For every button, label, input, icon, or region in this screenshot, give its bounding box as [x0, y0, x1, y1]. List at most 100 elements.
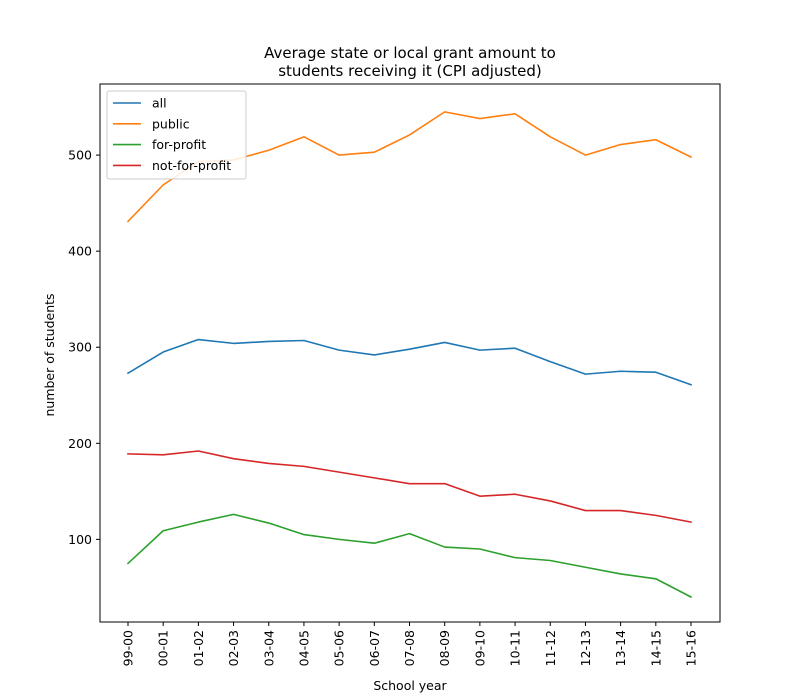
x-tick-label-07-08: 07-08	[402, 630, 417, 666]
data-point-all-06-07	[374, 354, 376, 356]
legend-label-for-profit: for-profit	[152, 137, 206, 152]
data-point-all-03-04	[268, 341, 270, 343]
data-point-for-profit-04-05	[303, 534, 305, 536]
data-point-public-15-16	[690, 156, 692, 158]
data-point-for-profit-13-14	[620, 573, 622, 575]
plot-area: 100 200 300 400 500 99-00 00-01 01-02 02-03 03-04…	[68, 83, 721, 666]
data-point-all-09-10	[479, 349, 481, 351]
data-point-for-profit-06-07	[374, 542, 376, 544]
data-point-all-08-09	[444, 342, 446, 344]
data-point-for-profit-15-16	[690, 596, 692, 598]
data-point-for-profit-09-10	[479, 548, 481, 550]
data-point-for-profit-14-15	[655, 578, 657, 580]
legend-box	[106, 90, 247, 180]
data-point-not-for-profit-08-09	[444, 483, 446, 485]
data-point-public-13-14	[620, 144, 622, 146]
data-point-all-11-12	[549, 361, 551, 363]
series-line-not-for-profit	[127, 450, 692, 524]
data-point-not-for-profit-11-12	[549, 500, 551, 502]
data-point-not-for-profit-12-13	[585, 510, 587, 512]
x-tick-label-00-01: 00-01	[156, 630, 171, 666]
data-point-all-07-08	[409, 348, 411, 350]
x-tick-label-03-04: 03-04	[261, 630, 276, 666]
data-point-for-profit-00-01	[162, 530, 164, 532]
data-point-for-profit-08-09	[444, 546, 446, 548]
data-point-all-02-03	[233, 343, 235, 345]
x-tick-label-05-06: 05-06	[332, 630, 347, 666]
series-line-for-profit	[126, 513, 693, 599]
data-point-public-09-10	[479, 118, 481, 120]
chart-title-line-1: Average state or local grant amount to	[264, 44, 556, 62]
y-tick-label-400: 400	[68, 244, 92, 259]
x-tick-label-13-14: 13-14	[613, 630, 628, 666]
y-tick-label-500: 500	[68, 148, 92, 163]
data-point-not-for-profit-05-06	[338, 471, 340, 473]
legend-label-not-for-profit: not-for-profit	[152, 158, 231, 173]
legend: all public for-profit not-for-profit	[106, 90, 247, 180]
data-point-public-12-13	[585, 154, 587, 156]
data-point-all-99-00	[127, 372, 129, 374]
y-tick-label-300: 300	[68, 340, 92, 355]
data-point-all-10-11	[514, 347, 516, 349]
data-point-public-11-12	[549, 136, 551, 138]
data-point-public-05-06	[338, 154, 340, 156]
data-point-not-for-profit-00-01	[162, 454, 164, 456]
data-point-not-for-profit-07-08	[409, 483, 411, 485]
data-point-for-profit-12-13	[585, 566, 587, 568]
x-tick-label-02-03: 02-03	[226, 630, 241, 666]
data-point-public-07-08	[409, 134, 411, 136]
data-point-public-04-05	[303, 136, 305, 138]
y-tick-label-100: 100	[68, 532, 92, 547]
data-point-not-for-profit-03-04	[268, 463, 270, 465]
data-point-for-profit-05-06	[338, 539, 340, 541]
data-point-all-04-05	[303, 340, 305, 342]
data-point-for-profit-02-03	[233, 514, 235, 516]
data-point-public-99-00	[127, 221, 129, 223]
data-point-public-03-04	[268, 149, 270, 151]
x-tick-label-08-09: 08-09	[437, 630, 452, 666]
data-point-for-profit-10-11	[514, 557, 516, 559]
data-point-for-profit-11-12	[549, 560, 551, 562]
data-point-for-profit-03-04	[268, 522, 270, 524]
y-axis-label: number of students	[42, 293, 57, 416]
data-point-not-for-profit-15-16	[690, 521, 692, 523]
data-point-all-12-13	[585, 373, 587, 375]
data-point-not-for-profit-04-05	[303, 466, 305, 468]
data-point-not-for-profit-09-10	[479, 495, 481, 497]
x-tick-label-14-15: 14-15	[648, 630, 663, 666]
data-point-not-for-profit-10-11	[514, 493, 516, 495]
data-point-all-14-15	[655, 371, 657, 373]
data-point-not-for-profit-06-07	[374, 477, 376, 479]
x-tick-label-04-05: 04-05	[296, 630, 311, 666]
x-tick-label-15-16: 15-16	[684, 630, 699, 666]
data-point-all-00-01	[162, 351, 164, 353]
x-tick-label-12-13: 12-13	[578, 630, 593, 666]
data-point-all-15-16	[690, 384, 692, 386]
x-axis-label: School year	[373, 678, 447, 693]
data-point-public-08-09	[444, 111, 446, 113]
data-point-not-for-profit-01-02	[198, 450, 200, 452]
chart-title-line-2: students receiving it (CPI adjusted)	[278, 62, 542, 80]
data-point-for-profit-99-00	[127, 563, 129, 565]
data-point-all-13-14	[620, 370, 622, 372]
x-tick-label-09-10: 09-10	[472, 630, 487, 666]
data-point-not-for-profit-99-00	[127, 453, 129, 455]
data-point-for-profit-07-08	[409, 533, 411, 535]
data-point-not-for-profit-13-14	[620, 510, 622, 512]
data-point-public-14-15	[655, 139, 657, 141]
data-point-public-06-07	[374, 151, 376, 153]
data-point-for-profit-01-02	[198, 521, 200, 523]
chart-title: Average state or local grant amount to s…	[264, 44, 556, 80]
series-line-all	[126, 338, 693, 386]
legend-label-all: all	[152, 96, 167, 111]
x-tick-label-10-11: 10-11	[508, 630, 523, 666]
x-tick-label-01-02: 01-02	[191, 630, 206, 666]
x-tick-label-11-12: 11-12	[543, 630, 558, 666]
data-point-all-01-02	[198, 339, 200, 341]
data-point-public-10-11	[514, 113, 516, 115]
legend-label-public: public	[152, 116, 190, 131]
data-point-all-05-06	[338, 349, 340, 351]
x-tick-label-06-07: 06-07	[367, 630, 382, 666]
data-point-not-for-profit-02-03	[233, 458, 235, 460]
